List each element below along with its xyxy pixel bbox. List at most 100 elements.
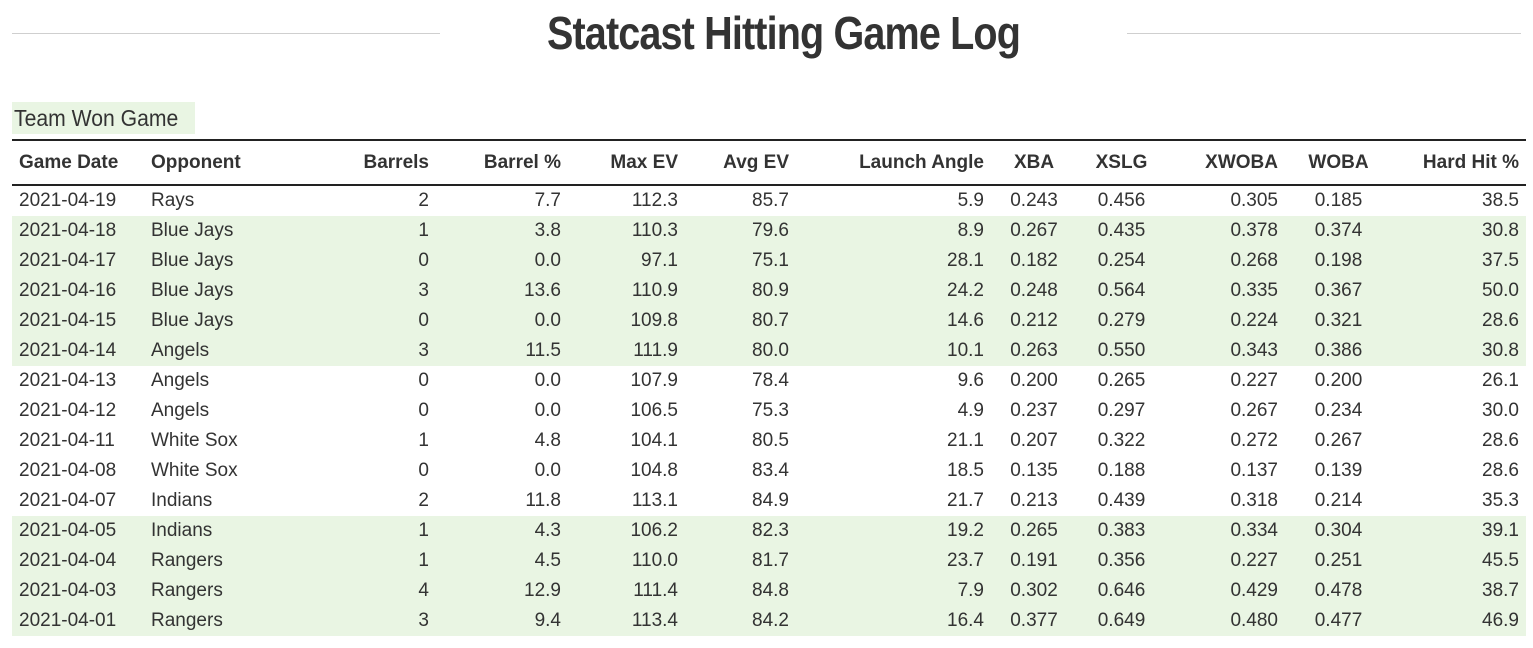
cell-launch-angle: 5.9: [957, 190, 984, 211]
cell-launch-angle: 14.6: [796, 306, 991, 336]
cell-hard-hit-pct: 45.5: [1392, 546, 1526, 576]
cell-woba: 0.234: [1314, 400, 1363, 421]
column-header-avg-ev[interactable]: Avg EV: [685, 140, 796, 186]
column-header-xslg[interactable]: XSLG: [1077, 140, 1166, 186]
cell-hard-hit-pct: 28.6: [1482, 460, 1519, 481]
cell-launch-angle: 28.1: [796, 246, 991, 276]
cell-game-date: 2021-04-08: [19, 460, 117, 481]
table-row: 2021-04-15 Blue Jays 0 0.0 109.8 80.7 14.6 0.21…: [12, 306, 1526, 336]
column-header-xba[interactable]: XBA: [991, 140, 1077, 186]
cell-xslg: 0.550: [1077, 336, 1166, 366]
cell-opponent: Blue Jays: [144, 306, 280, 336]
cell-launch-angle: 19.2: [796, 516, 991, 546]
cell-xba: 0.263: [991, 336, 1077, 366]
cell-woba: 0.198: [1285, 246, 1392, 276]
column-header-xwoba[interactable]: XWOBA: [1166, 140, 1285, 186]
column-header-opponent[interactable]: Opponent: [144, 140, 280, 186]
cell-game-date: 2021-04-18: [12, 216, 144, 246]
cell-opponent: Rangers: [144, 546, 280, 576]
cell-woba: 0.367: [1285, 276, 1392, 306]
column-header-hard-hit-pct[interactable]: Hard Hit %: [1392, 140, 1526, 186]
cell-xwoba: 0.272: [1230, 430, 1278, 451]
cell-max-ev: 112.3: [631, 190, 678, 211]
cell-xwoba: 0.227: [1230, 370, 1278, 391]
column-header-barrels[interactable]: Barrels: [280, 140, 436, 186]
cell-barrel-pct: 0.0: [534, 370, 561, 391]
title-rule-right: [1127, 33, 1521, 34]
cell-hard-hit-pct: 38.5: [1482, 190, 1519, 211]
cell-avg-ev: 84.8: [685, 576, 796, 606]
cell-barrels: 1: [280, 216, 436, 246]
cell-xwoba: 0.334: [1166, 516, 1285, 546]
cell-opponent: Indians: [151, 490, 213, 511]
cell-woba: 0.478: [1285, 576, 1392, 606]
cell-barrel-pct: 4.8: [534, 430, 561, 451]
cell-game-date: 2021-04-05: [12, 516, 144, 546]
cell-xba: 0.135: [1010, 460, 1058, 481]
cell-hard-hit-pct: 39.1: [1392, 516, 1526, 546]
cell-xba: 0.213: [1010, 490, 1058, 511]
cell-barrel-pct: 7.7: [534, 190, 561, 211]
cell-hard-hit-pct: 30.8: [1392, 216, 1526, 246]
cell-xba: 0.191: [991, 546, 1077, 576]
column-header-barrel-pct[interactable]: Barrel %: [436, 140, 568, 186]
cell-xwoba: 0.137: [1230, 460, 1278, 481]
table-row: 2021-04-16 Blue Jays 3 13.6 110.9 80.9 24.2 0.2…: [12, 276, 1526, 306]
table-row: 2021-04-03 Rangers 4 12.9 111.4 84.8 7.9 0.302 0…: [12, 576, 1526, 606]
cell-xwoba: 0.335: [1166, 276, 1285, 306]
cell-opponent: Blue Jays: [144, 276, 280, 306]
table-header-row: Game Date Opponent Barrels Barrel % Max …: [12, 140, 1526, 186]
cell-barrel-pct: 0.0: [436, 306, 568, 336]
table-row: 2021-04-01 Rangers 3 9.4 113.4 84.2 16.4 0.377 0…: [12, 606, 1526, 636]
cell-hard-hit-pct: 30.0: [1482, 400, 1519, 421]
cell-hard-hit-pct: 26.1: [1482, 370, 1519, 391]
column-header-launch-angle[interactable]: Launch Angle: [796, 140, 991, 186]
table-row: 2021-04-19 Rays 2 7.7 112.3 85.7 5.9 0.243 0.456…: [12, 185, 1526, 216]
cell-barrels: 1: [280, 516, 436, 546]
cell-launch-angle: 10.1: [796, 336, 991, 366]
column-header-game-date[interactable]: Game Date: [12, 140, 144, 186]
title-rule-left: [12, 33, 440, 34]
cell-avg-ev: 80.5: [752, 430, 789, 451]
cell-xslg: 0.356: [1077, 546, 1166, 576]
cell-game-date: 2021-04-01: [12, 606, 144, 636]
cell-max-ev: 109.8: [568, 306, 685, 336]
cell-barrels: 1: [280, 546, 436, 576]
cell-woba: 0.200: [1314, 370, 1363, 391]
cell-launch-angle: 18.5: [947, 460, 984, 481]
cell-xslg: 0.383: [1077, 516, 1166, 546]
cell-game-date: 2021-04-15: [12, 306, 144, 336]
cell-xslg: 0.646: [1077, 576, 1166, 606]
cell-max-ev: 107.9: [630, 370, 678, 391]
cell-xba: 0.200: [1010, 370, 1058, 391]
cell-xslg: 0.188: [1097, 460, 1146, 481]
cell-xwoba: 0.480: [1166, 606, 1285, 636]
table-row: 2021-04-04 Rangers 1 4.5 110.0 81.7 23.7 0.191 0…: [12, 546, 1526, 576]
cell-max-ev: 106.2: [568, 516, 685, 546]
cell-barrels: 1: [418, 430, 429, 451]
column-header-max-ev[interactable]: Max EV: [568, 140, 685, 186]
cell-max-ev: 106.5: [630, 400, 678, 421]
cell-xslg: 0.649: [1077, 606, 1166, 636]
cell-xba: 0.212: [991, 306, 1077, 336]
cell-xslg: 0.279: [1077, 306, 1166, 336]
cell-xba: 0.237: [1010, 400, 1058, 421]
cell-xba: 0.248: [991, 276, 1077, 306]
cell-woba: 0.374: [1285, 216, 1392, 246]
cell-xwoba: 0.318: [1230, 490, 1278, 511]
cell-hard-hit-pct: 28.6: [1482, 430, 1519, 451]
cell-launch-angle: 8.9: [796, 216, 991, 246]
cell-game-date: 2021-04-03: [12, 576, 144, 606]
cell-barrel-pct: 11.8: [525, 490, 561, 511]
cell-woba: 0.304: [1285, 516, 1392, 546]
cell-avg-ev: 83.4: [752, 460, 789, 481]
cell-xba: 0.377: [991, 606, 1077, 636]
column-header-woba[interactable]: WOBA: [1285, 140, 1392, 186]
cell-woba: 0.185: [1314, 190, 1363, 211]
cell-barrel-pct: 11.5: [436, 336, 568, 366]
cell-max-ev: 97.1: [568, 246, 685, 276]
cell-avg-ev: 84.9: [752, 490, 789, 511]
cell-barrels: 2: [418, 190, 429, 211]
cell-launch-angle: 9.6: [957, 370, 984, 391]
cell-xslg: 0.322: [1097, 430, 1146, 451]
